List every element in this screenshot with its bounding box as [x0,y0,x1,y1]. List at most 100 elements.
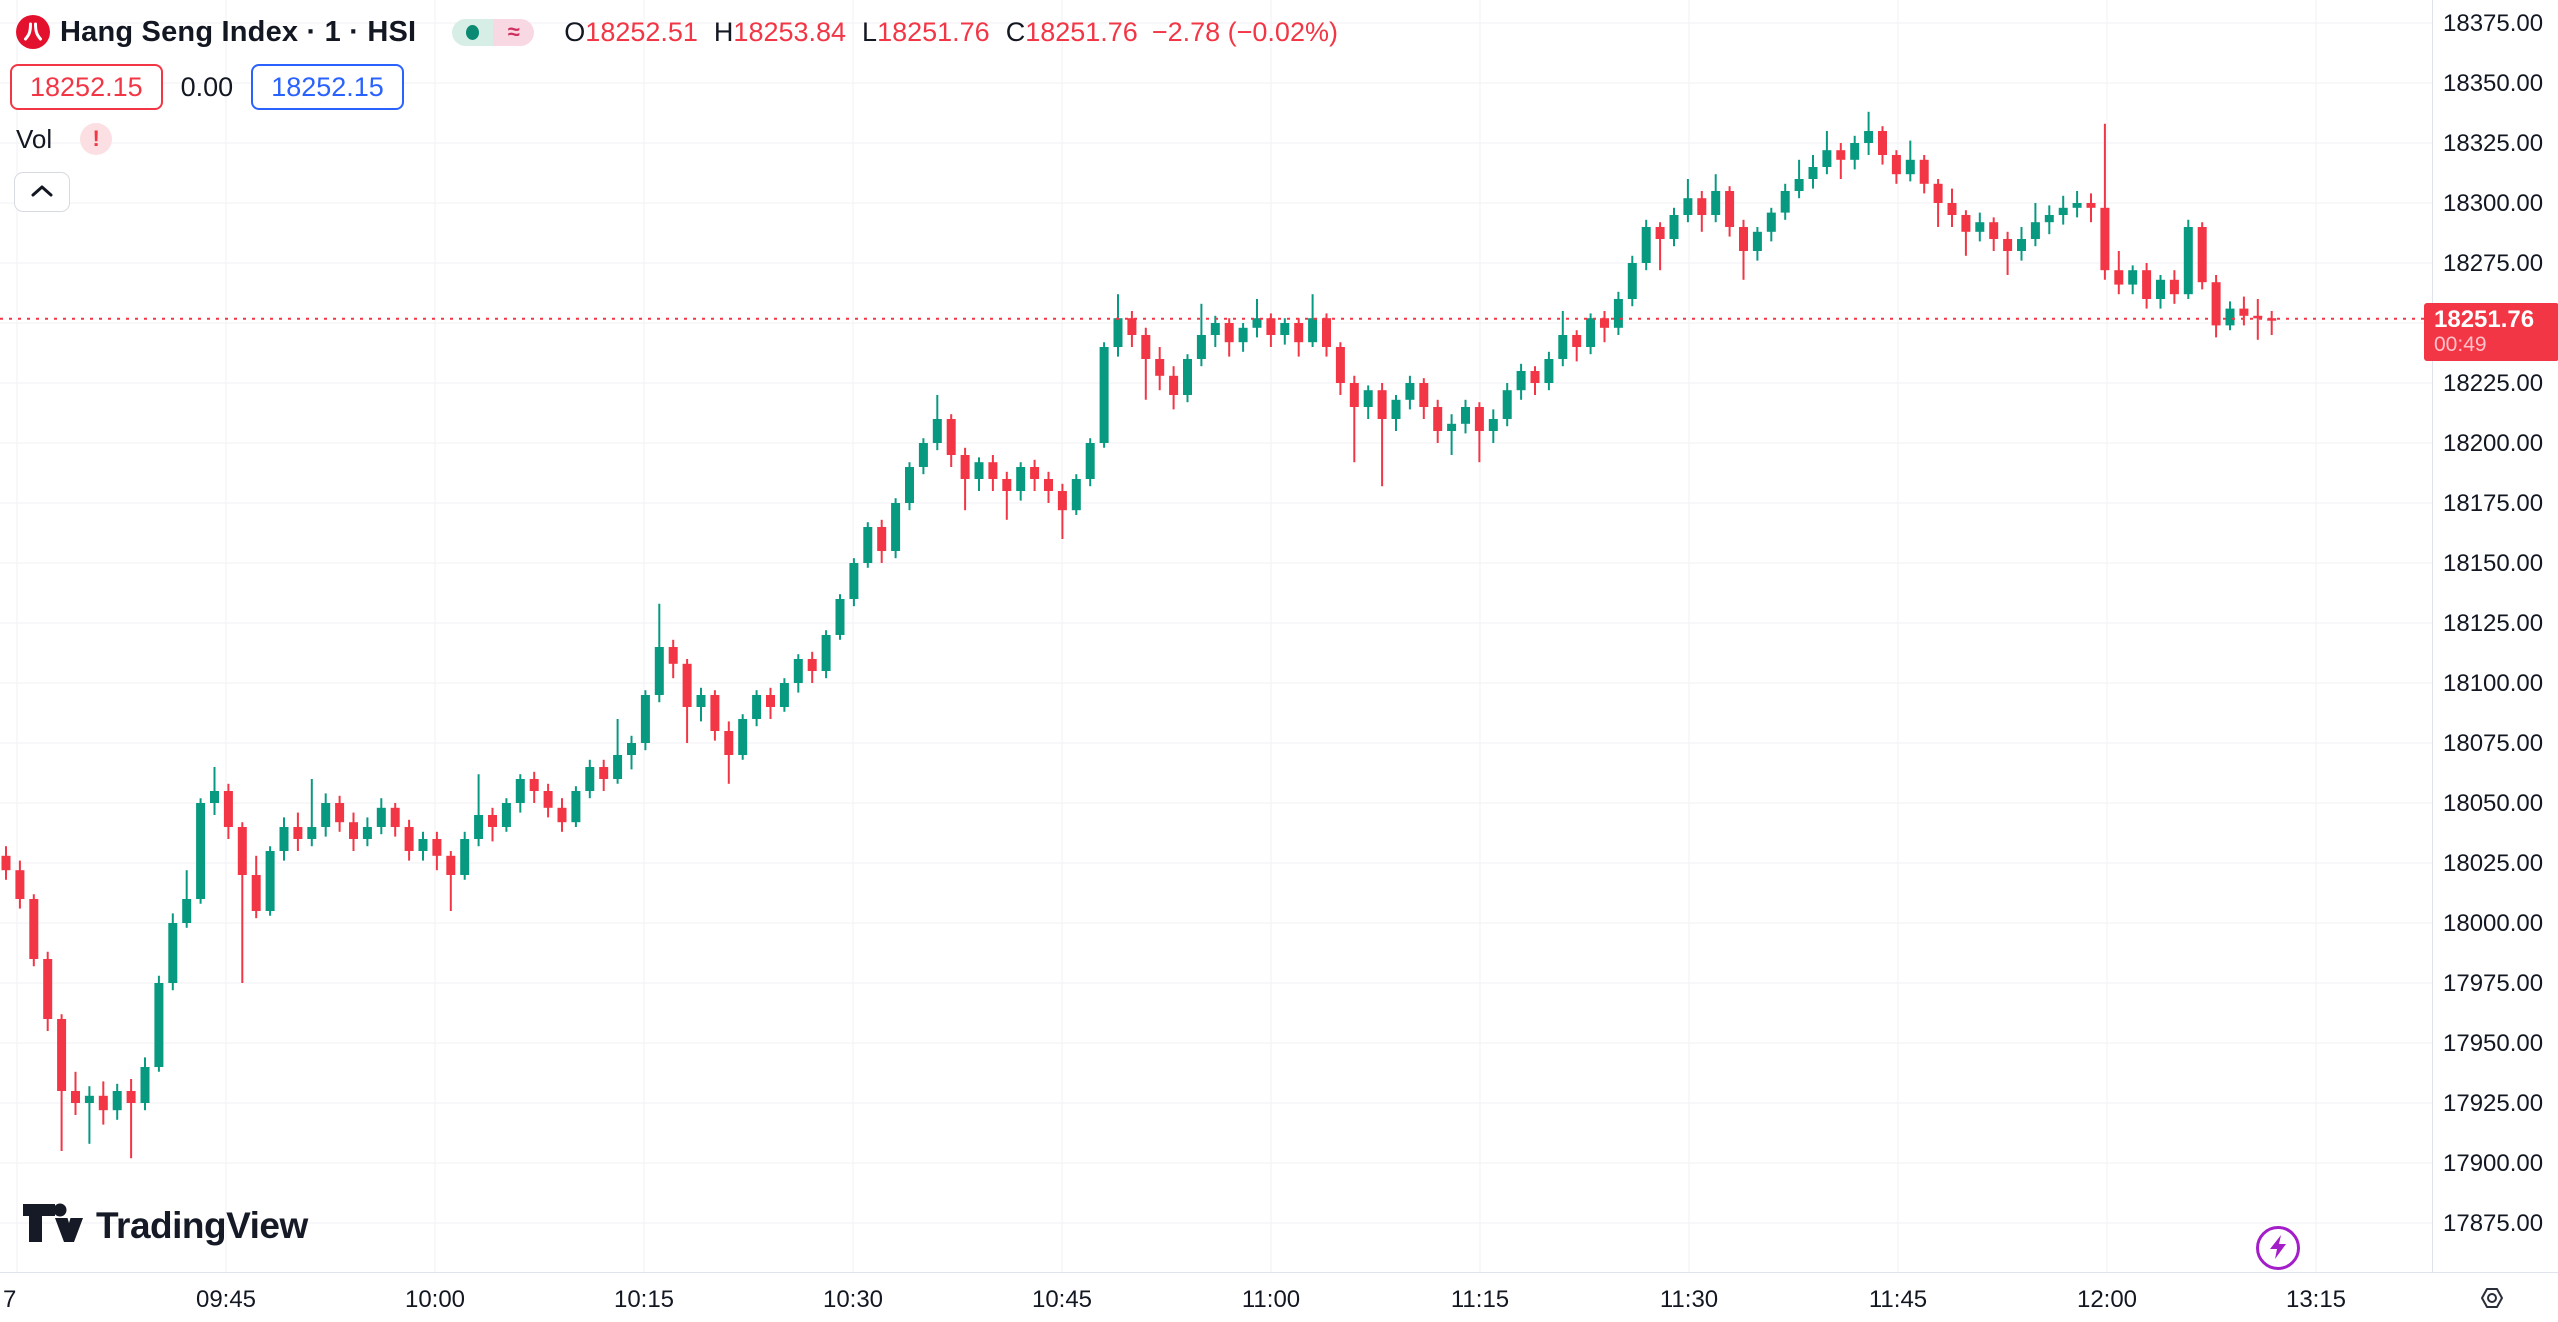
candle-body [585,767,595,791]
candle-body [2100,207,2110,271]
candle-body [140,1067,150,1103]
candle-body [960,455,970,479]
candle-body [2128,270,2138,285]
candle-body [1905,159,1915,175]
candle-body [905,467,914,503]
candle-body [1655,227,1665,239]
candle-body [1502,390,1512,419]
candle-body [1572,335,1582,347]
time-axis-label: 10:45 [1031,1286,1093,1313]
candle-body [1919,159,1929,184]
ohlc-values: O 18252.51 H 18253.84 L 18251.76 C 18251.76 … [564,17,1338,48]
candle-body [2197,227,2207,283]
price-axis-label: 18200.00 [2443,430,2544,457]
candle-body [2267,318,2277,321]
tradingview-logo[interactable]: TradingView [22,1202,308,1249]
candle-body [821,635,831,671]
candle-body [321,803,331,827]
candle-body [2030,222,2040,239]
price-axis-label: 18175.00 [2443,490,2544,517]
price-axis-label: 18075.00 [2443,730,2544,757]
candle-body [404,827,414,851]
candle-body [946,419,956,455]
price-axis[interactable]: 18375.00 18350.00 18325.00 18300.00 18275.00… [2424,0,2558,1272]
candle-body [237,827,247,875]
open-value: 18252.51 [585,16,698,47]
candle-body [613,755,623,779]
candle-body [1016,467,1026,491]
candle-body [1878,131,1887,155]
candle-body [98,1095,108,1111]
delayed-data-icon: ≈ [493,18,535,46]
candlestick-chart[interactable] [0,0,2432,1272]
candle-body [474,815,484,839]
candle-body [1224,323,1234,343]
candle-body [891,503,901,551]
volume-indicator-label[interactable]: Vol [16,123,53,154]
candle-body [1183,359,1192,395]
candle-body [223,791,233,827]
candle-body [2086,203,2096,208]
candle-body [1322,318,1331,347]
candle-body [1558,335,1568,359]
candle-body [668,647,678,664]
candle-body [1252,318,1262,328]
candle-body [738,719,748,755]
candle-body [1780,191,1790,213]
current-price-badge: 18251.76 00:49 [2424,302,2558,361]
price-axis-label: 18325.00 [2443,130,2544,157]
low-label: L [862,16,878,47]
candle-body [1627,263,1637,299]
symbol-title[interactable]: Hang Seng Index · 1 · HSI [60,15,417,48]
candle-body [779,683,789,707]
high-label: H [713,16,734,47]
candle-body [807,659,817,671]
candle-body [1766,212,1776,232]
price-axis-label: 18300.00 [2443,190,2544,217]
candle-body [1961,215,1971,232]
candle-body [168,923,178,983]
axis-settings-button[interactable] [2478,1284,2506,1312]
candle-body [265,851,275,911]
time-axis[interactable]: 7 09:45 10:00 10:15 10:30 10:45 11:00 11:15 11:3… [0,1272,2558,1322]
instant-trading-button[interactable] [2256,1226,2300,1270]
candle-body [1975,222,1985,232]
candle-body [529,779,539,791]
indicator-warning-icon[interactable]: ! [80,123,113,155]
candle-body [1641,227,1651,263]
high-value: 18253.84 [733,16,847,47]
candle-body [2072,203,2082,208]
candle-body [793,659,803,683]
candle-body [1363,390,1373,407]
candle-body [126,1091,136,1103]
candle-body [1474,407,1484,431]
buy-price-button[interactable]: 18252.15 [251,64,404,110]
candle-body [1433,407,1443,431]
candle-body [1544,359,1554,383]
candle-body [2142,270,2152,299]
close-label: C [1005,16,1026,47]
market-status-pill[interactable]: ≈ [452,18,535,46]
price-axis-label: 18100.00 [2443,670,2544,697]
candle-body [1030,467,1040,479]
sell-price-button[interactable]: 18252.15 [10,64,163,110]
price-axis-label: 17900.00 [2443,1150,2544,1177]
candle-body [488,815,497,827]
candle-body [1516,371,1526,391]
open-label: O [564,16,586,47]
price-axis-label: 18050.00 [2443,790,2544,817]
candle-body [1739,227,1748,251]
candle-body [1099,347,1109,443]
candle-body [2058,207,2068,215]
spread-value: 0.00 [180,71,234,102]
price-axis-label: 18025.00 [2443,850,2544,877]
time-axis-label: 12:00 [2076,1286,2138,1313]
candle-body [1725,191,1735,227]
candle-body [1447,423,1457,431]
symbol-logo-icon [16,15,50,49]
expand-pane-button[interactable] [14,172,70,212]
candle-body [1822,150,1832,167]
candle-body [1947,203,1957,215]
candle-body [251,875,261,911]
candle-body [2211,282,2221,326]
